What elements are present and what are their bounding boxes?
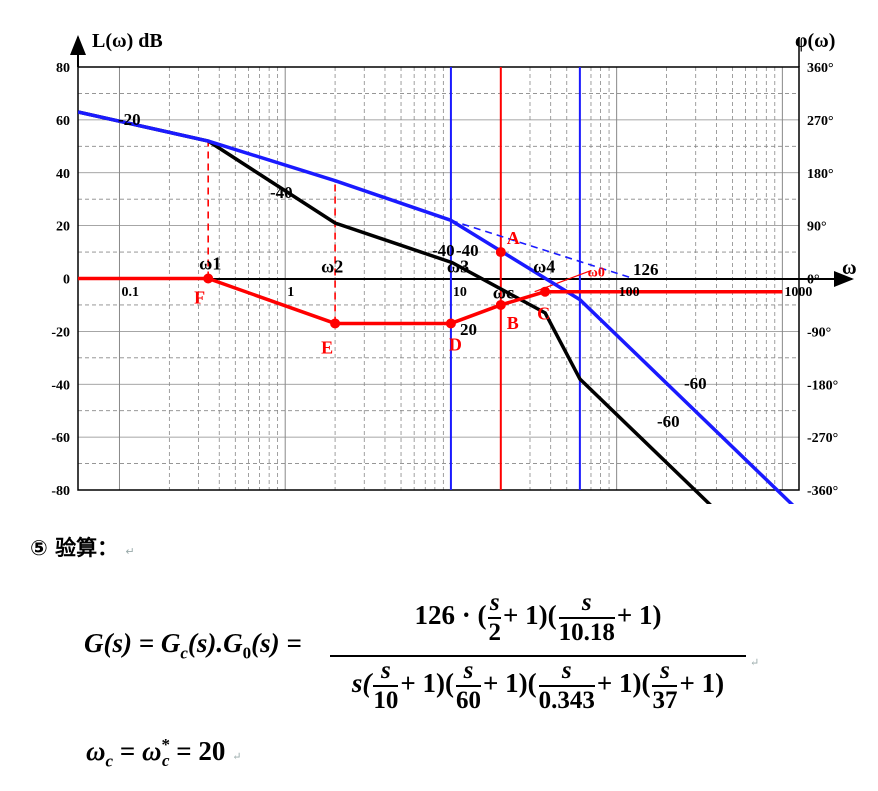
circled-five-marker: ⑤ bbox=[30, 536, 48, 560]
omega1-label: ω1 bbox=[199, 254, 221, 274]
transfer-function-formula: G(s) = Gc(s).G0(s) = 126 · (s 2 + 1)(s 10.1… bbox=[84, 590, 784, 720]
red-point-marker bbox=[445, 318, 456, 329]
x-tick-label: 1 bbox=[287, 285, 294, 300]
x-tick-label: 1000 bbox=[784, 285, 812, 300]
slope-label-minus60-blue: -60 bbox=[684, 374, 707, 393]
slope-label-minus40c: -40 bbox=[456, 241, 479, 260]
y-right-tick-label: -180° bbox=[807, 378, 838, 393]
point-F-label: F bbox=[194, 288, 205, 308]
y-right-title: φ(ω) bbox=[795, 30, 835, 52]
blue-series-line bbox=[78, 110, 795, 504]
omega4-label: ω4 bbox=[533, 257, 555, 277]
formula-lhs: G(s) = Gc(s).G0(s) = bbox=[84, 628, 302, 663]
y-right-tick-label: 180° bbox=[807, 167, 834, 182]
slope-label-minus60-black: -60 bbox=[657, 412, 680, 431]
y-left-tick-label: -20 bbox=[51, 325, 70, 340]
wc-pilcrow: ↵ bbox=[232, 751, 242, 763]
red-point-marker bbox=[330, 318, 341, 329]
blue-dashed-guide bbox=[450, 219, 634, 280]
fraction-numerator: 126 · (s 2 + 1)(s 10.18 + 1) bbox=[414, 589, 662, 646]
x-title: ω bbox=[842, 257, 857, 279]
y-left-tick-label: 20 bbox=[56, 220, 70, 235]
slope-label-minus40: -40 bbox=[270, 183, 293, 202]
slope-label-minus20: -20 bbox=[118, 110, 141, 129]
point-D-label: D bbox=[449, 334, 462, 354]
red-point-marker bbox=[540, 286, 551, 297]
omega3-label: ω3 bbox=[447, 257, 469, 277]
fraction-denominator: s(s 10 + 1)(s 60 + 1)(s 0.343 + 1)(s 37 + 1) bbox=[351, 657, 725, 714]
y-right-tick-label: -360° bbox=[807, 484, 838, 499]
y-left-tick-label: -40 bbox=[51, 378, 70, 393]
y-left-tick-label: 80 bbox=[56, 61, 70, 76]
y-right-tick-label: -270° bbox=[807, 431, 838, 446]
red-point-marker bbox=[203, 273, 214, 284]
formula-pilcrow: ↵ bbox=[750, 657, 760, 669]
crossover-frequency-line: ωc = ω*c = 20 ↵ bbox=[86, 735, 242, 771]
red-series-line bbox=[78, 276, 783, 326]
omega-c-label: ωc bbox=[493, 283, 514, 303]
slope-label-minus40b: -40 bbox=[432, 241, 455, 260]
bode-plot: 80 60 40 20 0 -20 -40 -60 -80 360° 270° 180° 90° 0° -9… bbox=[51, 30, 857, 504]
y-right-tick-label: 90° bbox=[807, 220, 827, 235]
y-right-tick-label: 360° bbox=[807, 61, 834, 76]
verification-heading: ⑤ 验算： ↵ bbox=[30, 532, 135, 562]
x-tick-label: 100 bbox=[619, 285, 640, 300]
y-right-tick-label: -90° bbox=[807, 325, 831, 340]
red-point-marker bbox=[495, 299, 506, 310]
black-series-line bbox=[78, 110, 712, 504]
point-B-label: B bbox=[507, 313, 519, 333]
verification-title: 验算： bbox=[55, 536, 119, 560]
point-A-label: A bbox=[507, 228, 520, 248]
point-E-label: E bbox=[321, 337, 333, 357]
y-left-tick-label: 0 bbox=[63, 273, 70, 288]
y-left-title: L(ω) dB bbox=[92, 30, 163, 52]
slope-label-20: 20 bbox=[460, 320, 477, 339]
y-right-tick-label: 270° bbox=[807, 114, 834, 129]
fraction-bar bbox=[330, 655, 746, 657]
y-right-tick-label: 0° bbox=[807, 273, 820, 288]
gain-label-126: 126 bbox=[633, 260, 659, 279]
omega2-label: ω2 bbox=[321, 257, 343, 277]
y-left-tick-label: -60 bbox=[51, 431, 70, 446]
x-tick-label: 0.1 bbox=[121, 285, 139, 300]
y-left-tick-label: -80 bbox=[51, 484, 70, 499]
y-left-tick-label: 60 bbox=[56, 114, 70, 129]
pilcrow-mark: ↵ bbox=[125, 545, 135, 558]
x-tick-label: 10 bbox=[453, 285, 467, 300]
red-point-marker bbox=[495, 247, 506, 258]
y-left-tick-label: 40 bbox=[56, 167, 70, 182]
point-C-label: C bbox=[537, 304, 550, 324]
omega0-label: ω0 bbox=[588, 266, 605, 281]
